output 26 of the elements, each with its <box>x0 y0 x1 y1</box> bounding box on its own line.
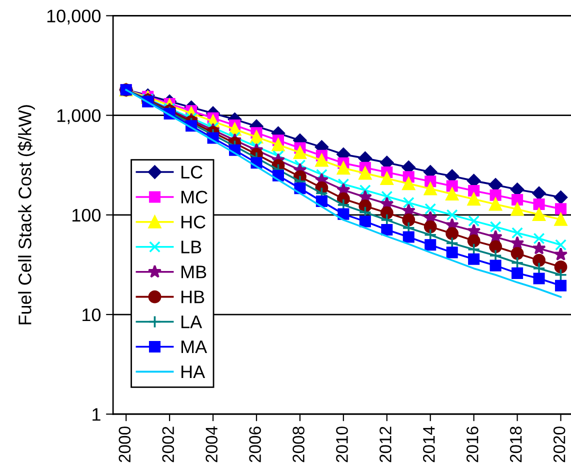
x-tick-label: 2020 <box>553 426 566 462</box>
x-tick-label: 2014 <box>423 426 435 462</box>
y-tick-label: 1 <box>92 408 100 421</box>
y-tick-label: 10,000 <box>47 10 101 25</box>
legend-label: LB <box>182 240 202 254</box>
y-axis-title: Fuel Cell Stack Cost ($/kW) <box>18 105 35 324</box>
y-tick-label: 1,000 <box>57 109 101 124</box>
legend-label: LA <box>182 316 202 328</box>
legend-label: HC <box>182 216 206 228</box>
legend-label: HB <box>182 290 204 304</box>
x-tick-label: 2010 <box>336 426 348 462</box>
x-tick-label: 2012 <box>380 426 392 462</box>
x-tick-label: 2004 <box>206 426 218 462</box>
x-tick-label: 2006 <box>249 426 261 462</box>
y-tick-label: 10 <box>82 308 101 322</box>
legend-label: LC <box>182 166 202 179</box>
legend-label: HA <box>182 366 206 378</box>
legend-label: MC <box>182 190 208 204</box>
legend-label: MA <box>182 340 208 354</box>
x-tick-label: 2002 <box>162 426 174 462</box>
y-tick-label: 100 <box>72 208 101 222</box>
x-tick-label: 2018 <box>510 426 522 462</box>
x-tick-label: 2008 <box>292 426 304 462</box>
x-tick-label: 2000 <box>118 426 131 462</box>
legend-label: MB <box>182 266 206 278</box>
x-tick-label: 2016 <box>466 426 478 462</box>
